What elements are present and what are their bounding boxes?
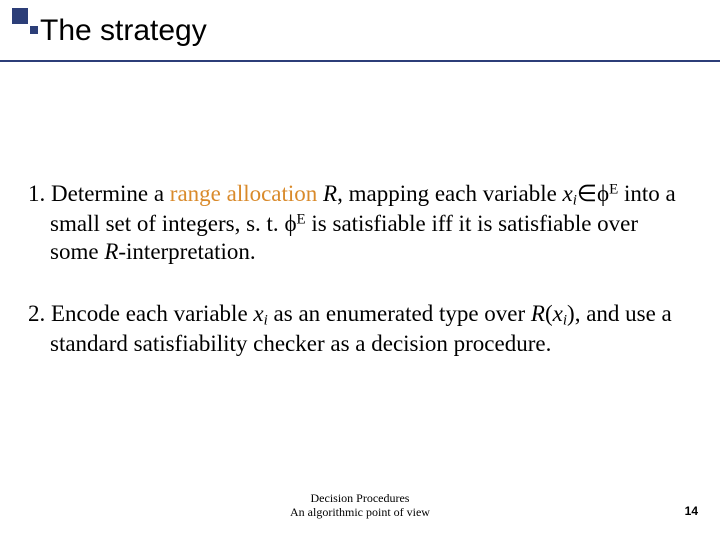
footer-line: Decision Procedures xyxy=(0,492,720,506)
var-R: R xyxy=(323,181,337,206)
title-rule xyxy=(0,60,720,62)
symbol-in: ∈ xyxy=(577,181,597,206)
footer: Decision Procedures An algorithmic point… xyxy=(0,492,720,520)
text: ) xyxy=(567,301,575,326)
text: Encode each variable xyxy=(51,301,253,326)
var-R: R xyxy=(531,301,545,326)
page-title: The strategy xyxy=(40,14,207,48)
text: ( xyxy=(545,301,553,326)
footer-line: An algorithmic point of view xyxy=(0,506,720,520)
text: , mapping each variable xyxy=(337,181,562,206)
body-content: 1. Determine a range allocation R, mappi… xyxy=(28,180,688,392)
superscript-E: E xyxy=(297,212,306,228)
item-number: 1. xyxy=(28,181,45,206)
superscript-E: E xyxy=(609,182,618,198)
list-item: 1. Determine a range allocation R, mappi… xyxy=(28,180,688,266)
var-xi: x xyxy=(563,181,573,206)
accent-square-small xyxy=(30,26,38,34)
var-R: R xyxy=(104,239,118,264)
slide: The strategy 1. Determine a range alloca… xyxy=(0,0,720,540)
text: -interpretation. xyxy=(118,239,255,264)
var-xi: x xyxy=(553,301,563,326)
item-number: 2. xyxy=(28,301,45,326)
title-accent xyxy=(12,8,38,34)
page-number: 14 xyxy=(685,504,698,518)
list-item: 2. Encode each variable xi as an enumera… xyxy=(28,300,688,358)
text: Determine a xyxy=(51,181,170,206)
var-xi: x xyxy=(253,301,263,326)
accent-square-large xyxy=(12,8,28,24)
symbol-phi: ϕ xyxy=(284,211,296,236)
highlight-range-allocation: range allocation xyxy=(170,181,318,206)
symbol-phi: ϕ xyxy=(597,181,609,206)
text: as an enumerated type over xyxy=(268,301,531,326)
